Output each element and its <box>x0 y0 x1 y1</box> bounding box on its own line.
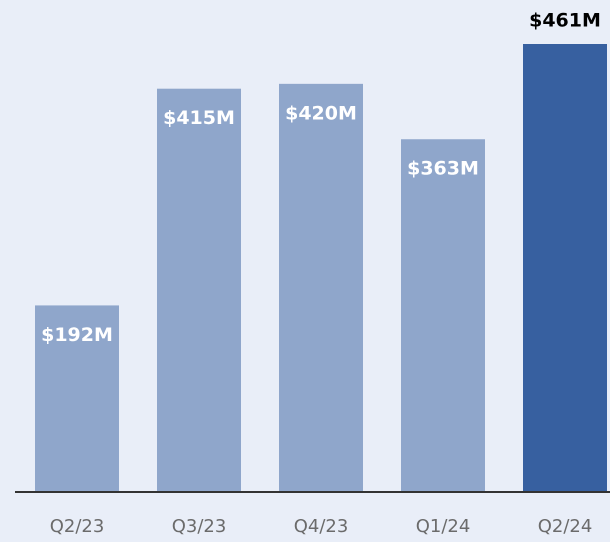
bar <box>35 305 119 492</box>
bar <box>523 44 607 492</box>
bar <box>279 83 363 493</box>
x-tick-label: Q3/23 <box>172 516 227 537</box>
x-tick-label: Q2/24 <box>538 516 593 537</box>
bar <box>157 88 241 492</box>
x-tick-label: Q4/23 <box>294 516 349 537</box>
data-label: $461M <box>529 10 601 32</box>
data-label: $420M <box>285 102 357 124</box>
data-label: $192M <box>41 324 113 346</box>
x-tick-label: Q1/24 <box>416 516 471 537</box>
data-label: $415M <box>163 107 235 129</box>
data-label: $363M <box>407 158 479 180</box>
bar <box>401 139 485 492</box>
x-tick-label: Q2/23 <box>50 516 105 537</box>
